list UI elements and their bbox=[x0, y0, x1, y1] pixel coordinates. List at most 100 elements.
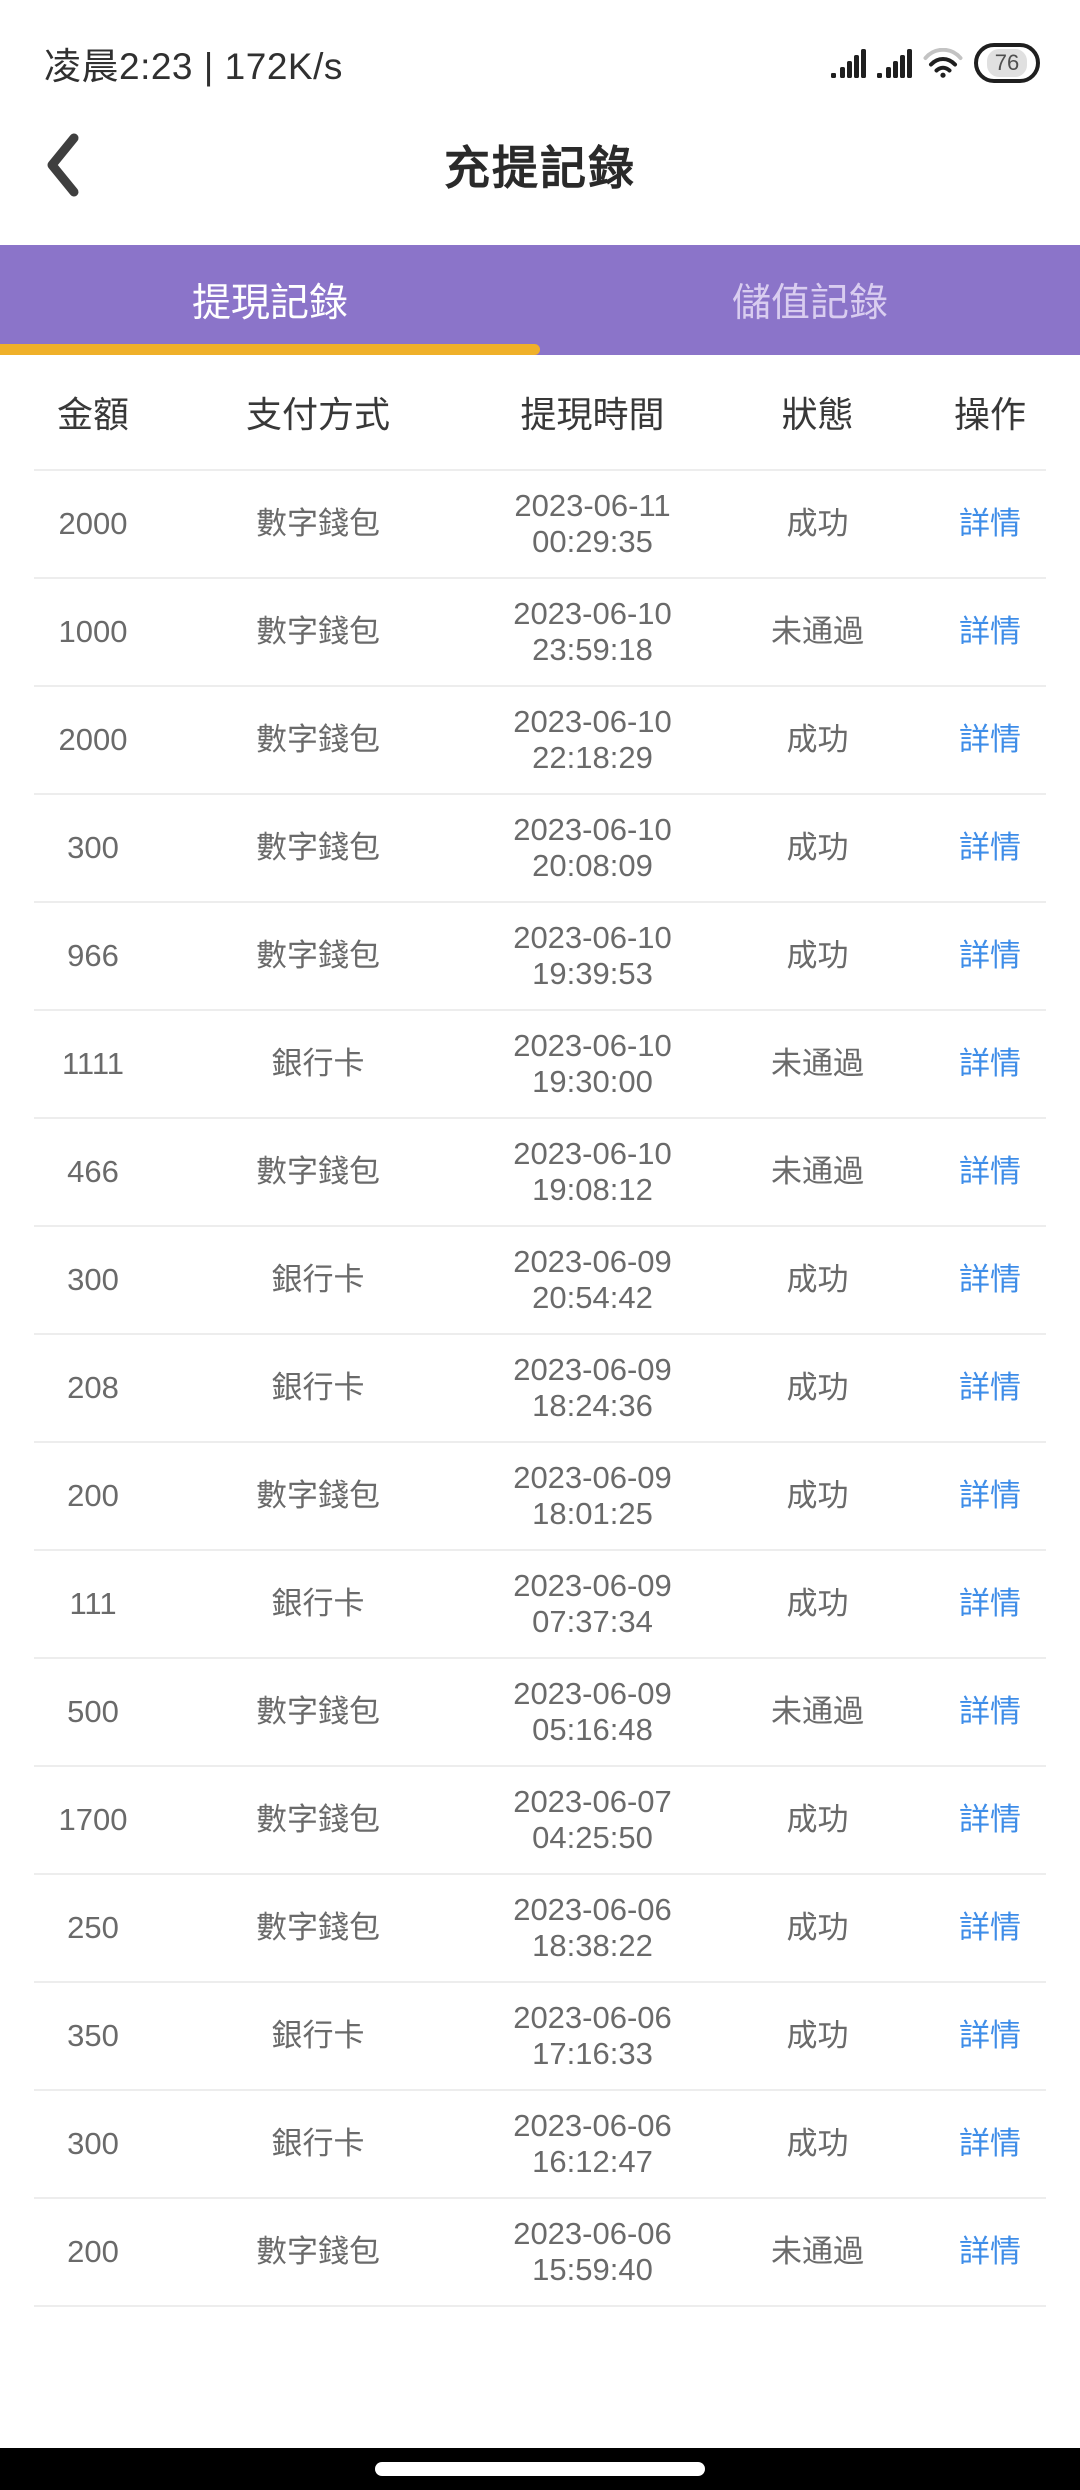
details-link[interactable]: 詳情 bbox=[959, 1046, 1021, 1081]
withdraw-time-cell: 2023-06-06 16:12:47 bbox=[513, 2108, 672, 2179]
battery-icon: 76 bbox=[974, 43, 1040, 83]
details-link[interactable]: 詳情 bbox=[959, 830, 1021, 865]
withdraw-time-cell: 2023-06-06 17:16:33 bbox=[513, 2000, 672, 2071]
row-divider bbox=[34, 1873, 1046, 1875]
amount-cell: 466 bbox=[67, 1154, 119, 1189]
record-row: 200 數字錢包 2023-06-09 18:01:25 成功 詳情 bbox=[0, 1443, 1080, 1549]
row-divider bbox=[34, 1981, 1046, 1983]
record-row: 500 數字錢包 2023-06-09 05:16:48 未通過 詳情 bbox=[0, 1659, 1080, 1765]
withdraw-time-cell: 2023-06-09 18:01:25 bbox=[513, 1460, 672, 1531]
status-cell: 成功 bbox=[786, 1262, 849, 1297]
screen: 凌晨2:23 | 172K/s bbox=[0, 30, 1080, 2490]
payment-method-cell: 數字錢包 bbox=[256, 830, 380, 865]
action-cell: 詳情 bbox=[900, 2234, 1080, 2270]
records-list: 2000 數字錢包 2023-06-11 00:29:35 成功 詳情 1000… bbox=[0, 471, 1080, 2307]
back-button[interactable] bbox=[34, 125, 90, 205]
payment-method-cell: 數字錢包 bbox=[256, 1802, 380, 1837]
row-divider bbox=[34, 1549, 1046, 1551]
row-divider bbox=[34, 1765, 1046, 1767]
withdraw-time-cell: 2023-06-09 05:16:48 bbox=[513, 1676, 672, 1747]
record-row: 1000 數字錢包 2023-06-10 23:59:18 未通過 詳情 bbox=[0, 579, 1080, 685]
details-link[interactable]: 詳情 bbox=[959, 1802, 1021, 1837]
row-divider bbox=[34, 1657, 1046, 1659]
payment-method-cell: 銀行卡 bbox=[271, 1586, 365, 1621]
withdraw-time-cell: 2023-06-10 19:30:00 bbox=[513, 1028, 672, 1099]
tab-deposit-label: 儲值記錄 bbox=[731, 282, 888, 325]
record-row: 250 數字錢包 2023-06-06 18:38:22 成功 詳情 bbox=[0, 1875, 1080, 1981]
column-header-status: 狀態 bbox=[781, 394, 854, 435]
row-divider bbox=[34, 685, 1046, 687]
record-row: 300 銀行卡 2023-06-09 20:54:42 成功 詳情 bbox=[0, 1227, 1080, 1333]
withdraw-time-cell: 2023-06-10 19:39:53 bbox=[513, 920, 672, 991]
action-cell: 詳情 bbox=[900, 1046, 1080, 1082]
status-cell: 成功 bbox=[786, 722, 849, 757]
action-cell: 詳情 bbox=[900, 1802, 1080, 1838]
payment-method-cell: 數字錢包 bbox=[256, 722, 380, 757]
record-row: 2000 數字錢包 2023-06-10 22:18:29 成功 詳情 bbox=[0, 687, 1080, 793]
status-cell: 成功 bbox=[786, 2126, 849, 2161]
withdraw-time-cell: 2023-06-10 19:08:12 bbox=[513, 1136, 672, 1207]
amount-cell: 1111 bbox=[61, 1046, 125, 1081]
status-cell: 未通過 bbox=[771, 2234, 864, 2269]
row-divider bbox=[34, 1117, 1046, 1119]
details-link[interactable]: 詳情 bbox=[959, 1370, 1021, 1405]
details-link[interactable]: 詳情 bbox=[959, 506, 1021, 541]
details-link[interactable]: 詳情 bbox=[959, 1478, 1021, 1513]
row-divider bbox=[34, 577, 1046, 579]
status-cell: 未通過 bbox=[771, 1154, 864, 1189]
row-divider bbox=[34, 1333, 1046, 1335]
payment-method-cell: 數字錢包 bbox=[256, 506, 380, 541]
details-link[interactable]: 詳情 bbox=[959, 1262, 1021, 1297]
action-cell: 詳情 bbox=[900, 1586, 1080, 1622]
payment-method-cell: 銀行卡 bbox=[271, 1046, 365, 1081]
details-link[interactable]: 詳情 bbox=[959, 1586, 1021, 1621]
action-cell: 詳情 bbox=[900, 722, 1080, 758]
record-row: 466 數字錢包 2023-06-10 19:08:12 未通過 詳情 bbox=[0, 1119, 1080, 1225]
record-row: 1700 數字錢包 2023-06-07 04:25:50 成功 詳情 bbox=[0, 1767, 1080, 1873]
tab-withdraw-label: 提現記錄 bbox=[191, 282, 348, 325]
payment-method-cell: 銀行卡 bbox=[271, 2126, 365, 2161]
record-row: 300 銀行卡 2023-06-06 16:12:47 成功 詳情 bbox=[0, 2091, 1080, 2197]
page-title: 充提記錄 bbox=[444, 142, 636, 194]
tab-deposit-records[interactable]: 儲值記錄 bbox=[540, 245, 1080, 355]
details-link[interactable]: 詳情 bbox=[959, 2234, 1021, 2269]
row-divider bbox=[34, 2197, 1046, 2199]
status-cell: 成功 bbox=[786, 830, 849, 865]
action-cell: 詳情 bbox=[900, 2126, 1080, 2162]
details-link[interactable]: 詳情 bbox=[959, 614, 1021, 649]
details-link[interactable]: 詳情 bbox=[959, 722, 1021, 757]
chevron-left-icon bbox=[47, 133, 79, 197]
amount-cell: 500 bbox=[67, 1694, 119, 1729]
record-row: 300 數字錢包 2023-06-10 20:08:09 成功 詳情 bbox=[0, 795, 1080, 901]
details-link[interactable]: 詳情 bbox=[959, 1910, 1021, 1945]
row-divider bbox=[34, 901, 1046, 903]
payment-method-cell: 銀行卡 bbox=[271, 1262, 365, 1297]
status-cell: 成功 bbox=[786, 1910, 849, 1945]
payment-method-cell: 數字錢包 bbox=[256, 1154, 380, 1189]
action-cell: 詳情 bbox=[900, 1694, 1080, 1730]
details-link[interactable]: 詳情 bbox=[959, 938, 1021, 973]
wifi-icon bbox=[923, 48, 963, 78]
withdraw-time-cell: 2023-06-09 07:37:34 bbox=[513, 1568, 672, 1639]
amount-cell: 250 bbox=[67, 1910, 119, 1945]
row-divider bbox=[34, 1009, 1046, 1011]
payment-method-cell: 數字錢包 bbox=[256, 2234, 380, 2269]
payment-method-cell: 數字錢包 bbox=[256, 1694, 380, 1729]
page-header: 充提記錄 bbox=[0, 110, 1080, 220]
table-header: 金額 支付方式 提現時間 狀態 操作 bbox=[0, 355, 1080, 469]
details-link[interactable]: 詳情 bbox=[959, 2126, 1021, 2161]
details-link[interactable]: 詳情 bbox=[959, 1694, 1021, 1729]
details-link[interactable]: 詳情 bbox=[959, 2018, 1021, 2053]
record-row: 2000 數字錢包 2023-06-11 00:29:35 成功 詳情 bbox=[0, 471, 1080, 577]
details-link[interactable]: 詳情 bbox=[959, 1154, 1021, 1189]
tab-withdraw-records[interactable]: 提現記錄 bbox=[0, 245, 540, 355]
home-indicator[interactable] bbox=[375, 2462, 705, 2476]
active-tab-underline bbox=[0, 344, 540, 355]
payment-method-cell: 數字錢包 bbox=[256, 1478, 380, 1513]
record-row: 966 數字錢包 2023-06-10 19:39:53 成功 詳情 bbox=[0, 903, 1080, 1009]
row-divider bbox=[34, 1225, 1046, 1227]
row-divider bbox=[34, 1441, 1046, 1443]
status-cell: 未通過 bbox=[771, 1694, 864, 1729]
record-row: 1111 銀行卡 2023-06-10 19:30:00 未通過 詳情 bbox=[0, 1011, 1080, 1117]
action-cell: 詳情 bbox=[900, 1370, 1080, 1406]
